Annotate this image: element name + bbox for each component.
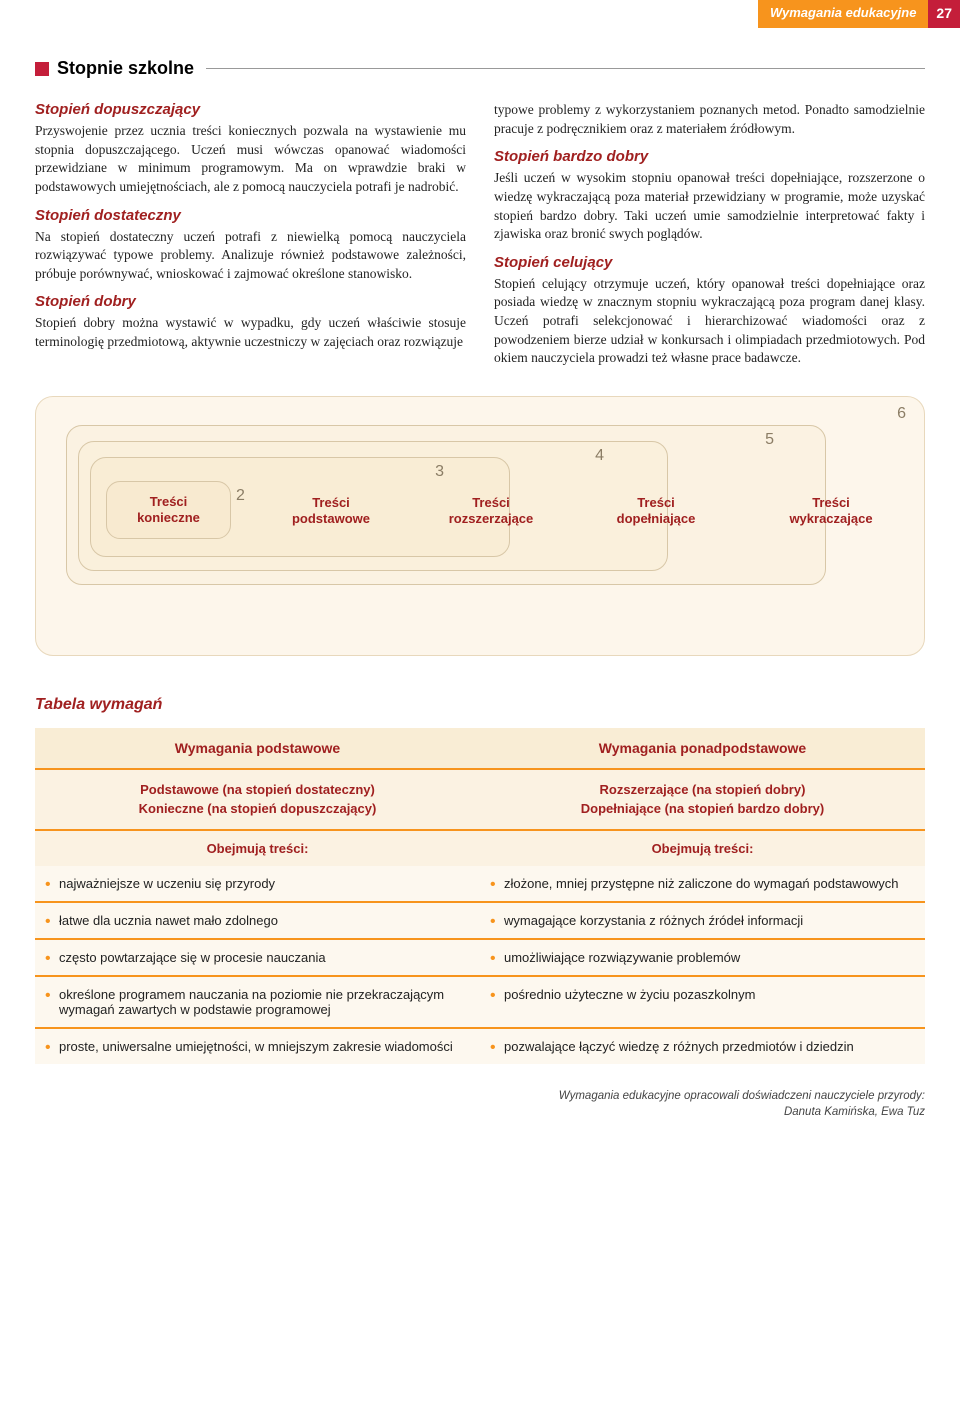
diagram-label-line: rozszerzające: [449, 511, 534, 526]
diagram-label-line: konieczne: [137, 510, 200, 525]
table-cell: łatwe dla ucznia nawet mało zdolnego: [35, 902, 480, 939]
diagram-label-line: Treści: [312, 495, 350, 510]
table-row: określone programem nauczania na poziomi…: [35, 976, 925, 1028]
two-column-body: Stopień dopuszczający Przyswojenie przez…: [35, 101, 925, 368]
table-row: najważniejsze w uczeniu się przyrodyzłoż…: [35, 866, 925, 902]
body-paragraph: Przyswojenie przez ucznia treści koniecz…: [35, 122, 466, 197]
body-paragraph: Jeśli uczeń w wysokim stopniu opanował t…: [494, 169, 925, 244]
table-cell: pozwalające łączyć wiedzę z różnych prze…: [480, 1028, 925, 1064]
diagram-level-number: 6: [897, 405, 906, 423]
footer-line: Danuta Kamińska, Ewa Tuz: [784, 1106, 925, 1118]
diagram-label-line: Treści: [472, 495, 510, 510]
table-subheader-line: Konieczne (na stopień dopuszczający): [139, 801, 377, 816]
table-cell: wymagające korzystania z różnych źródeł …: [480, 902, 925, 939]
table-subheader-line: Dopełniające (na stopień bardzo dobry): [581, 801, 824, 816]
table-subheader-row: Podstawowe (na stopień dostateczny) Koni…: [35, 769, 925, 830]
square-bullet-icon: [35, 62, 49, 76]
diagram-label-line: podstawowe: [292, 511, 370, 526]
diagram-label-line: Treści: [150, 494, 188, 509]
table-row: łatwe dla ucznia nawet mało zdolnegowyma…: [35, 902, 925, 939]
diagram-label: Treści podstawowe: [271, 495, 391, 528]
table-title: Tabela wymagań: [35, 696, 925, 714]
sub-heading: Stopień dopuszczający: [35, 101, 466, 118]
table-row: proste, uniwersalne umiejętności, w mnie…: [35, 1028, 925, 1064]
left-column: Stopień dopuszczający Przyswojenie przez…: [35, 101, 466, 368]
diagram-level-number: 5: [765, 431, 774, 449]
table-header-cell: Wymagania ponadpodstawowe: [480, 728, 925, 769]
page: Wymagania edukacyjne 27 Stopnie szkolne …: [0, 0, 960, 1140]
footer-line: Wymagania edukacyjne opracowali doświadc…: [559, 1090, 925, 1102]
diagram-label: Treści rozszerzające: [431, 495, 551, 528]
diagram-label-line: dopełniające: [617, 511, 696, 526]
diagram-level-number: 3: [435, 463, 444, 481]
right-column: typowe problemy z wykorzystaniem poznany…: [494, 101, 925, 368]
diagram-label-line: wykraczające: [789, 511, 872, 526]
table-cell: złożone, mniej przystępne niż zaliczone …: [480, 866, 925, 902]
diagram-ring-2: Treści konieczne: [106, 481, 231, 539]
page-content: Stopnie szkolne Stopień dopuszczający Pr…: [0, 28, 960, 1140]
table-subheader-line: Podstawowe (na stopień dostateczny): [140, 782, 375, 797]
table-cell: określone programem nauczania na poziomi…: [35, 976, 480, 1028]
table-cell: pośrednio użyteczne w życiu pozaszkolnym: [480, 976, 925, 1028]
table-cell: najważniejsze w uczeniu się przyrody: [35, 866, 480, 902]
requirements-table: Wymagania podstawowe Wymagania ponadpods…: [35, 728, 925, 1064]
header-page-number: 27: [928, 0, 960, 28]
table-cell: często powtarzające się w procesie naucz…: [35, 939, 480, 976]
section-title: Stopnie szkolne: [57, 58, 194, 79]
diagram-label-line: Treści: [812, 495, 850, 510]
table-subheader-cell: Rozszerzające (na stopień dobry) Dopełni…: [480, 769, 925, 830]
table-subheader-row: Obejmują treści: Obejmują treści:: [35, 830, 925, 866]
page-header: Wymagania edukacyjne 27: [0, 0, 960, 28]
table-subheader-cell: Obejmują treści:: [480, 830, 925, 866]
page-footer: Wymagania edukacyjne opracowali doświadc…: [35, 1088, 925, 1120]
diagram-level-number: 4: [595, 447, 604, 465]
body-paragraph: typowe problemy z wykorzystaniem poznany…: [494, 101, 925, 138]
diagram-label: Treści dopełniające: [596, 495, 716, 528]
table-subheader-cell: Obejmują treści:: [35, 830, 480, 866]
diagram-label-line: Treści: [637, 495, 675, 510]
diagram-label: Treści konieczne: [137, 494, 200, 527]
body-paragraph: Na stopień dostateczny uczeń potrafi z n…: [35, 228, 466, 284]
table-header-cell: Wymagania podstawowe: [35, 728, 480, 769]
table-cell: proste, uniwersalne umiejętności, w mnie…: [35, 1028, 480, 1064]
header-section-label: Wymagania edukacyjne: [758, 0, 928, 28]
table-header-row: Wymagania podstawowe Wymagania ponadpods…: [35, 728, 925, 769]
body-paragraph: Stopień dobry można wystawić w wypadku, …: [35, 314, 466, 351]
diagram-level-number: 2: [236, 487, 245, 505]
table-row: często powtarzające się w procesie naucz…: [35, 939, 925, 976]
table-body: najważniejsze w uczeniu się przyrodyzłoż…: [35, 866, 925, 1064]
nested-levels-diagram: 6 5 4 3 Treści konieczne 2 Treści podsta…: [35, 396, 925, 656]
sub-heading: Stopień dostateczny: [35, 207, 466, 224]
table-cell: umożliwiające rozwiązywanie problemów: [480, 939, 925, 976]
sub-heading: Stopień celujący: [494, 254, 925, 271]
diagram-label: Treści wykraczające: [771, 495, 891, 528]
horizontal-rule: [206, 68, 925, 69]
table-subheader-line: Rozszerzające (na stopień dobry): [600, 782, 806, 797]
body-paragraph: Stopień celujący otrzymuje uczeń, który …: [494, 275, 925, 368]
sub-heading: Stopień dobry: [35, 293, 466, 310]
sub-heading: Stopień bardzo dobry: [494, 148, 925, 165]
table-subheader-cell: Podstawowe (na stopień dostateczny) Koni…: [35, 769, 480, 830]
section-title-row: Stopnie szkolne: [35, 58, 925, 79]
